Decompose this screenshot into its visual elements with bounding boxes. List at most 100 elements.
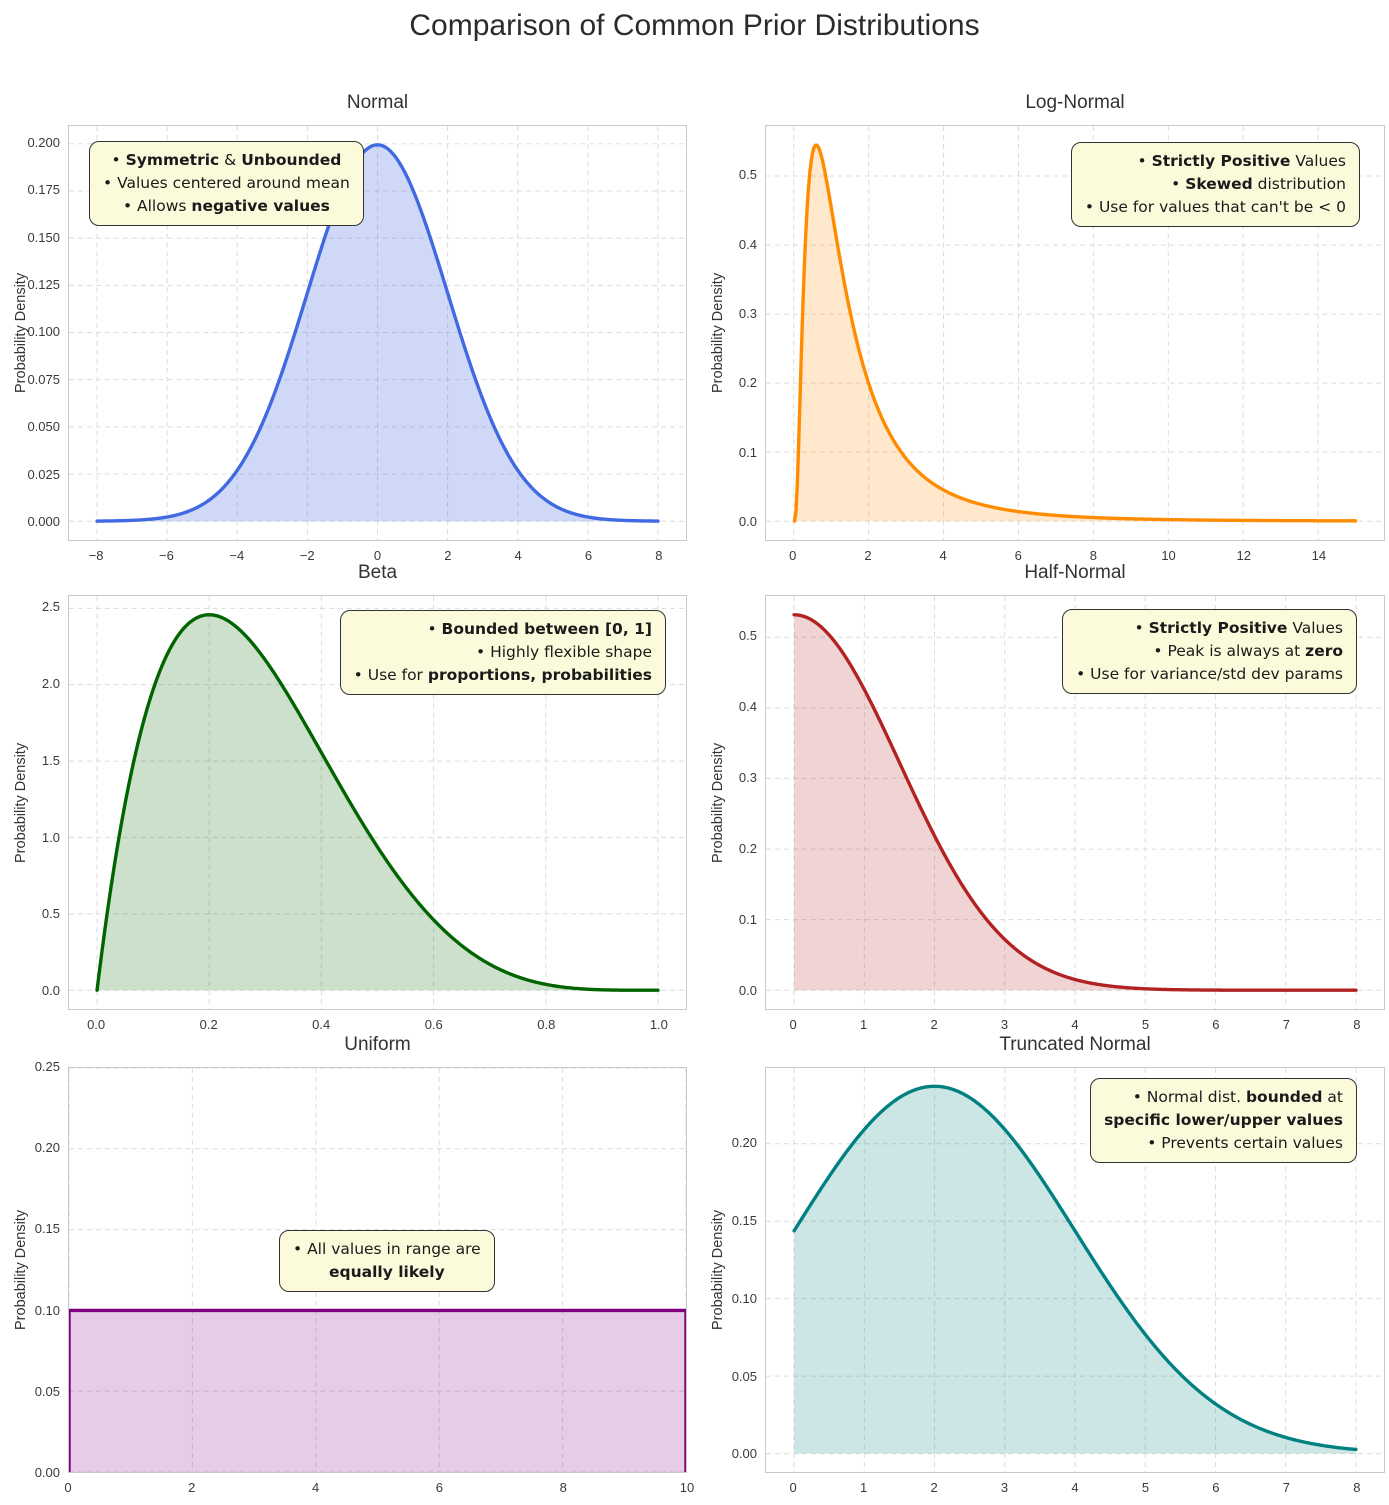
annotation-text-bold: equally likely: [329, 1263, 445, 1281]
annotation-text-bold: bounded: [1245, 1088, 1323, 1106]
y-tick-label: 0.4: [738, 236, 757, 252]
annotation-line: • Use for values that can't be < 0: [1085, 196, 1346, 219]
x-tick-label: 12: [1236, 548, 1251, 563]
distribution-line: [95, 143, 660, 523]
y-tick-label: 0.150: [27, 229, 60, 245]
distribution-line: [792, 143, 1358, 523]
annotation-text: •: [1134, 619, 1149, 637]
x-tick-label: 4: [514, 548, 522, 563]
y-tick-label: 0.075: [27, 371, 60, 387]
subplot-title: Half-Normal: [1024, 562, 1126, 583]
y-tick-label: 0.0: [738, 983, 757, 999]
x-tick-label: 6: [1014, 548, 1022, 563]
distribution-line: [95, 613, 660, 992]
annotation-line: • Strictly Positive Values: [1076, 617, 1343, 640]
annotation-line: • Allows negative values: [103, 195, 350, 218]
x-tick-label: −4: [229, 548, 245, 563]
annotation-line: • Symmetric & Unbounded: [103, 149, 350, 172]
y-tick-label: 0.10: [731, 1290, 757, 1306]
x-tick-label: 0.2: [199, 1017, 218, 1032]
annotation-text-bold: Unbounded: [241, 151, 342, 169]
annotation-line: specific lower/upper values: [1104, 1109, 1343, 1132]
annotation-text: • Allows: [122, 197, 192, 215]
x-tick-label: 6: [584, 548, 593, 563]
x-tick-label: 6: [1212, 1017, 1220, 1032]
y-tick-label: 0.2: [738, 841, 757, 857]
x-tick-label: −2: [299, 548, 315, 563]
annotation-line: equally likely: [293, 1261, 481, 1284]
x-tick-label: 8: [1353, 1480, 1361, 1495]
distribution-curve: [766, 126, 1384, 540]
distribution-curve: [766, 596, 1384, 1009]
y-tick-label: 0.2: [738, 375, 757, 391]
annotation-text-bold: Bounded between [0, 1]: [441, 620, 652, 638]
plot-area: • Normal dist. bounded at specific lower/…: [765, 1067, 1385, 1473]
y-tick-label: 0.20: [34, 1140, 60, 1156]
annotation-line: • Bounded between [0, 1]: [354, 618, 652, 641]
y-tick-label: 0.5: [41, 906, 60, 922]
plot-area: • Strictly Positive Values • Peak is alwa…: [765, 595, 1385, 1010]
annotation-box: • Strictly Positive Values • Peak is alwa…: [1062, 609, 1357, 694]
annotation-text: • Use for values that can't be < 0: [1084, 198, 1346, 216]
x-tick-label: 1: [860, 1480, 868, 1495]
annotation-text: •: [1137, 152, 1152, 170]
annotation-text: • All values in range are: [293, 1240, 481, 1258]
y-tick-label: 0.050: [27, 419, 60, 435]
distribution-fill: [69, 1310, 686, 1472]
y-tick-label: 0.125: [27, 277, 60, 293]
x-tick-label: 8: [559, 1480, 567, 1495]
y-tick-label: 0.100: [27, 324, 60, 340]
y-tick-label: 0.0: [738, 514, 757, 530]
y-tick-label: 0.000: [27, 514, 60, 530]
annotation-text-bold: negative values: [191, 197, 330, 215]
x-tick-label: 0: [789, 1480, 797, 1495]
x-tick-label: 0.6: [424, 1017, 443, 1032]
annotation-text: • Use for: [353, 666, 428, 684]
x-tick-label: 2: [930, 1017, 938, 1032]
x-tick-label: 14: [1311, 548, 1327, 563]
annotation-box: • Bounded between [0, 1] • Highly flexibl…: [339, 610, 666, 695]
x-tick-label: 0.4: [312, 1017, 331, 1032]
x-tick-label: 0.0: [87, 1017, 106, 1032]
y-tick-label: 0.025: [27, 466, 60, 482]
x-tick-label: 7: [1282, 1480, 1290, 1495]
y-tick-label: 0.10: [34, 1302, 60, 1318]
annotation-text: • Values centered around mean: [103, 174, 350, 192]
x-tick-label: −8: [88, 548, 104, 563]
x-tick-label: 5: [1141, 1017, 1150, 1032]
x-tick-label: 3: [1000, 1480, 1009, 1495]
annotation-box: • All values in range are equally likely: [279, 1230, 495, 1292]
y-tick-label: 0.3: [738, 306, 757, 322]
y-tick-label: 0.1: [738, 444, 757, 460]
y-tick-label: 0.3: [738, 770, 757, 786]
annotation-text: • Peak is always at: [1153, 642, 1306, 660]
annotation-line: • Strictly Positive Values: [1085, 150, 1346, 173]
y-tick-label: 0.25: [34, 1059, 60, 1074]
y-tick-label: 0.00: [731, 1446, 757, 1462]
plot-area: • Symmetric & Unbounded • Values centered…: [68, 125, 687, 541]
annotation-text: •: [1171, 175, 1186, 193]
y-tick-label: 0.00: [34, 1465, 60, 1480]
distribution-curve: [69, 596, 686, 1009]
annotation-text: Values: [1287, 619, 1343, 637]
x-tick-label: 0: [64, 1480, 72, 1495]
x-tick-label: 2: [444, 548, 452, 563]
annotation-text: at: [1322, 1088, 1343, 1106]
annotation-text: Values: [1290, 152, 1346, 170]
x-tick-label: 4: [311, 1480, 320, 1495]
annotation-text: • Normal dist.: [1132, 1088, 1246, 1106]
x-tick-label: 8: [1089, 548, 1098, 563]
distribution-line: [69, 1308, 686, 1472]
subplot-title: Uniform: [344, 1034, 411, 1055]
x-tick-label: 1.0: [649, 1017, 668, 1032]
annotation-text-bold: Skewed: [1185, 175, 1253, 193]
x-tick-label: 0.8: [537, 1017, 556, 1032]
annotation-line: • Peak is always at zero: [1076, 640, 1343, 663]
annotation-line: • Values centered around mean: [103, 172, 350, 195]
x-tick-label: −6: [159, 548, 174, 563]
x-tick-label: 6: [1212, 1480, 1220, 1495]
annotation-text: • Use for variance/std dev params: [1076, 665, 1343, 683]
annotation-text: • Prevents certain values: [1147, 1134, 1343, 1152]
x-tick-label: 5: [1141, 1480, 1150, 1495]
